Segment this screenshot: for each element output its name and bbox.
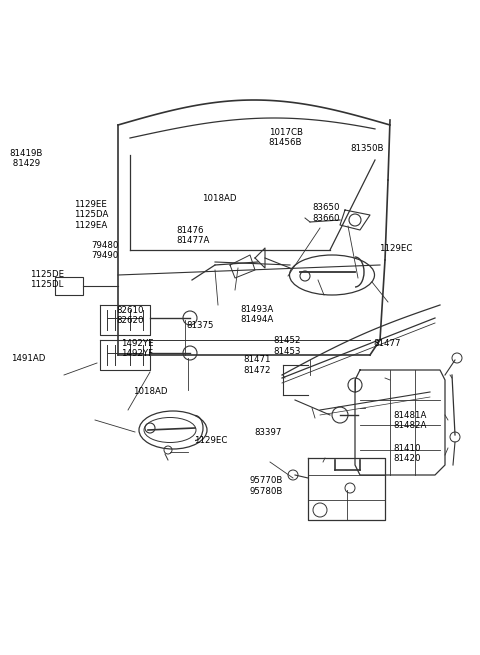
Text: 1129EC: 1129EC — [194, 436, 228, 445]
Text: 82610
82620: 82610 82620 — [116, 306, 144, 326]
Text: 81493A
81494A: 81493A 81494A — [240, 305, 273, 324]
Text: 95770B
95780B: 95770B 95780B — [250, 476, 283, 496]
Text: 81419B
 81429: 81419B 81429 — [10, 149, 43, 168]
Text: 1491AD: 1491AD — [11, 354, 45, 363]
Text: 81481A
81482A: 81481A 81482A — [394, 411, 427, 430]
Text: 1125DE
1125DL: 1125DE 1125DL — [30, 270, 64, 290]
Text: 1129EE
1125DA
1129EA: 1129EE 1125DA 1129EA — [74, 200, 109, 230]
Text: 83397: 83397 — [254, 428, 282, 437]
Text: 1017CB
81456B: 1017CB 81456B — [269, 128, 303, 147]
Text: 1492YE
1492YF: 1492YE 1492YF — [121, 339, 154, 358]
Text: 81476
81477A: 81476 81477A — [176, 226, 210, 246]
Text: 79480
79490: 79480 79490 — [91, 240, 119, 260]
Text: 81452
81453: 81452 81453 — [274, 336, 301, 356]
Ellipse shape — [144, 417, 196, 443]
Text: 81471
81472: 81471 81472 — [243, 355, 271, 375]
Text: 81410
81420: 81410 81420 — [394, 443, 421, 463]
Text: 1018AD: 1018AD — [133, 387, 168, 396]
Text: 81375: 81375 — [186, 321, 214, 330]
Ellipse shape — [289, 255, 374, 295]
Ellipse shape — [139, 411, 207, 449]
Text: 1129EC: 1129EC — [379, 244, 413, 253]
Bar — [55, 277, 83, 295]
Text: 81477: 81477 — [373, 339, 401, 348]
Text: 1018AD: 1018AD — [202, 194, 236, 203]
Text: 83650
83660: 83650 83660 — [312, 203, 339, 223]
Text: 81350B: 81350B — [350, 144, 384, 153]
